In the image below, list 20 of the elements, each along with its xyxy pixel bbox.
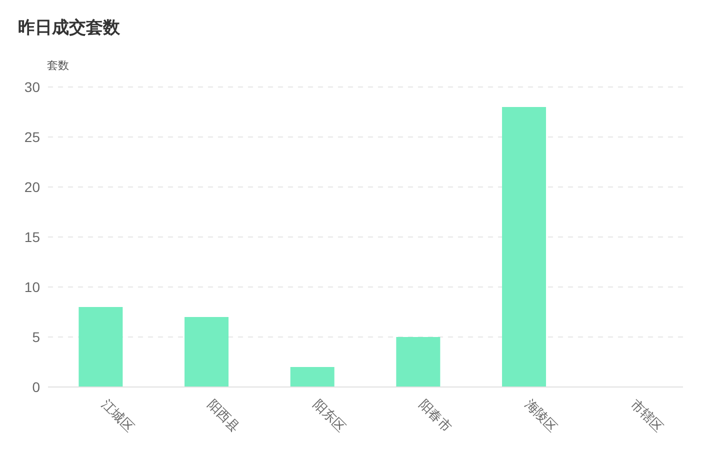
bar bbox=[78, 307, 123, 387]
y-tick-label: 10 bbox=[24, 278, 40, 295]
y-tick-label: 0 bbox=[32, 378, 40, 395]
x-tick-label: 阳春市 bbox=[416, 396, 454, 435]
y-tick-label: 20 bbox=[24, 178, 40, 195]
chart-title: 昨日成交套数 bbox=[18, 17, 120, 39]
y-axis-title: 套数 bbox=[47, 59, 69, 73]
bar bbox=[290, 367, 334, 387]
y-tick-label: 30 bbox=[24, 78, 40, 95]
y-tick-label: 25 bbox=[24, 128, 40, 145]
y-tick-label: 5 bbox=[32, 328, 40, 345]
x-tick-label: 阳西县 bbox=[204, 396, 243, 435]
bar bbox=[502, 107, 546, 387]
x-tick-label: 海陵区 bbox=[522, 396, 560, 435]
bar bbox=[184, 317, 229, 387]
x-tick-label: 市辖区 bbox=[628, 396, 666, 435]
bar bbox=[396, 337, 440, 387]
y-tick-label: 15 bbox=[24, 228, 40, 245]
x-tick-label: 江城区 bbox=[98, 396, 137, 435]
x-tick-label: 阳东区 bbox=[310, 396, 349, 435]
